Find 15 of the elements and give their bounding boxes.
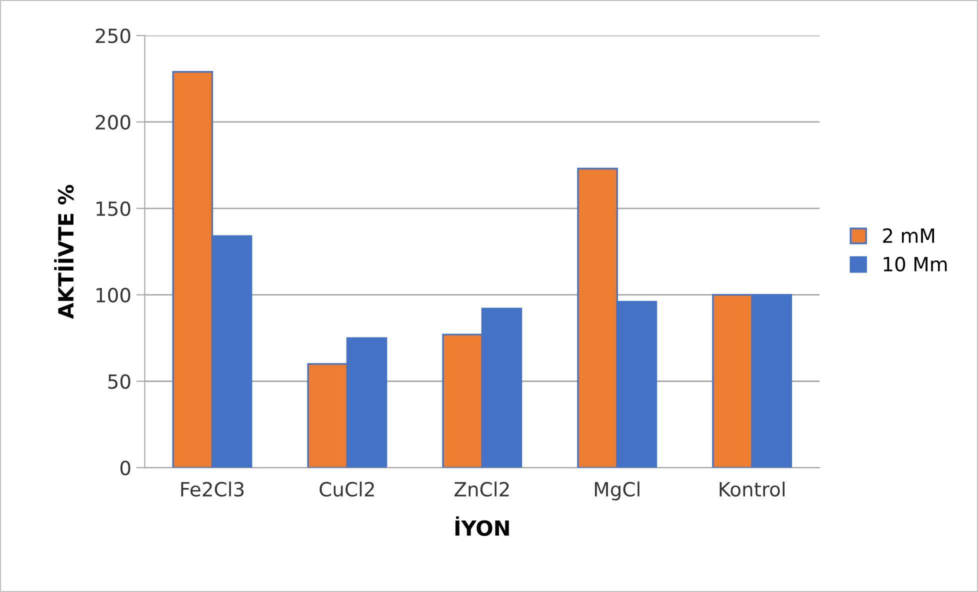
y-tick-label: 150	[96, 201, 130, 216]
y-tick-label: 250	[96, 28, 130, 44]
x-tick-label: Fe2Cl3	[181, 482, 244, 497]
x-tick-label: ZnCl2	[454, 482, 509, 497]
x-axis-title: İYON	[455, 516, 509, 536]
y-tick-label: 50	[108, 374, 130, 389]
legend-label: 10 Mm	[884, 256, 947, 272]
x-tick-label: CuCl2	[320, 482, 374, 497]
y-tick-label: 100	[96, 288, 130, 302]
x-tick-label: MgCl	[594, 482, 640, 500]
legend-label: 2 mM	[883, 228, 934, 243]
y-axis-title: AKTİİVTE %	[54, 184, 74, 319]
x-tick-label: Kontrol	[720, 482, 784, 497]
y-tick-label: 0	[120, 460, 130, 476]
y-tick-label: 200	[96, 114, 130, 130]
